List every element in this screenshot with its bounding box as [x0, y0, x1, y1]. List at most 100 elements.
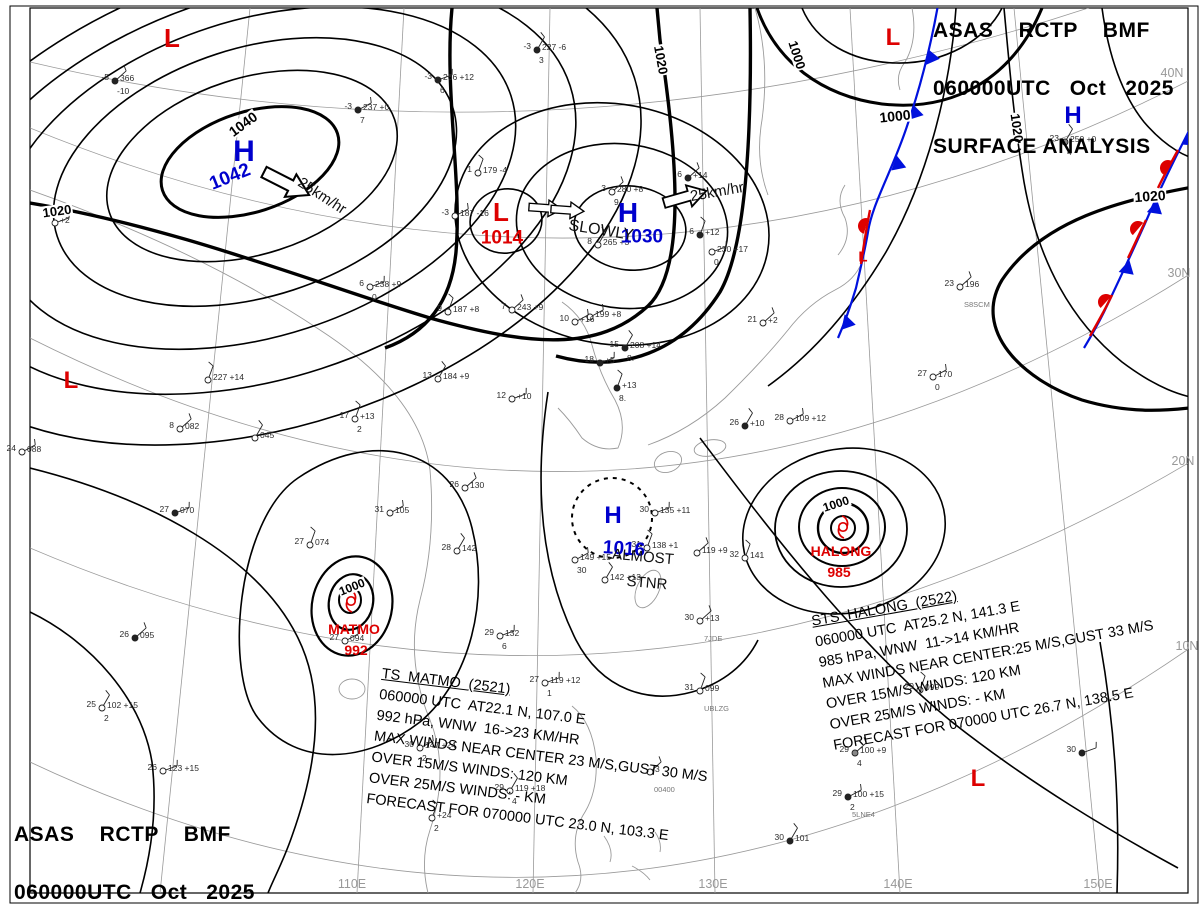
- wind-barb-tick: [601, 227, 606, 233]
- station-value-left: 29: [484, 627, 494, 637]
- station-value-right: 187 -16: [460, 208, 489, 218]
- station-value-below: 9: [614, 197, 619, 207]
- station-value-right: 082: [185, 421, 200, 431]
- station-circle: [759, 319, 767, 327]
- front-line: [836, 8, 939, 339]
- wind-barb: [24, 444, 36, 451]
- typhoon-tail: [841, 515, 849, 527]
- wind-barb-tick: [402, 499, 404, 507]
- wind-barb: [701, 610, 712, 620]
- station-circle: [1061, 138, 1069, 146]
- station-circle: [51, 219, 59, 227]
- station-value-right: 184 +9: [443, 371, 470, 381]
- isobar: [991, 186, 1188, 412]
- wind-barb: [432, 803, 438, 816]
- station-value-left: 26: [729, 417, 739, 427]
- coastlines: [30, 8, 915, 893]
- wind-barb: [547, 677, 560, 683]
- isobar: [573, 185, 687, 271]
- station-value-below: 2: [850, 802, 855, 812]
- wind-barb: [613, 181, 624, 191]
- wind-barb: [360, 102, 372, 109]
- station-value-right: +2: [60, 215, 70, 225]
- station-value-below: 0: [714, 257, 719, 267]
- station-circle: [496, 632, 504, 640]
- station-value-below: 6: [502, 641, 507, 651]
- isobar: [801, 8, 1003, 64]
- low-center-label: L: [858, 248, 868, 266]
- wind-barb-tick: [208, 361, 214, 367]
- wind-barb: [422, 740, 434, 747]
- isobar: [238, 449, 480, 756]
- isobar: [469, 188, 543, 254]
- low-center-label: L: [63, 367, 79, 394]
- isobar: [159, 105, 341, 219]
- station-value-right: 199 +8: [595, 309, 622, 319]
- station-value-right: 130: [470, 480, 485, 490]
- title-line-1: ASAS RCTP BMF: [14, 823, 231, 846]
- station-circle: [171, 509, 179, 517]
- cold-front-triangle: [1118, 260, 1134, 275]
- high-center-label: H: [617, 197, 639, 228]
- station-value-left: 27: [917, 368, 927, 378]
- station-circle: [741, 422, 749, 430]
- station-id: 00400: [654, 785, 675, 794]
- station-circle: [621, 344, 629, 352]
- wind-barb-tick: [355, 400, 361, 406]
- wind-barb-tick: [123, 65, 127, 72]
- wind-barb: [745, 543, 751, 556]
- station-value-right: 3: [655, 764, 660, 774]
- station-value-left: 6: [689, 226, 694, 236]
- movement-arrow: [661, 183, 708, 209]
- station-value-right: 265 +3: [603, 237, 630, 247]
- station-value-below: 30: [577, 565, 587, 575]
- wind-barb: [1066, 128, 1073, 140]
- station-value-left: 31: [684, 682, 694, 692]
- station-value-right: 094: [350, 633, 365, 643]
- station-value-right: 179 -4: [483, 165, 508, 175]
- title-line-3: SURFACE ANALYSIS: [933, 135, 1151, 158]
- station-value-left: 29: [494, 782, 504, 792]
- low-center-label: L: [493, 197, 509, 227]
- station-value-below: 3: [539, 55, 544, 65]
- wind-barb: [700, 220, 706, 233]
- annotation-label: 150E: [1083, 876, 1113, 891]
- wind-barb-tick: [920, 671, 926, 677]
- station-circle: [741, 554, 749, 562]
- station-circle: [708, 248, 716, 256]
- wind-barb-tick: [608, 562, 613, 568]
- station-value-left: 29: [904, 681, 914, 691]
- isobar: [1003, 8, 1188, 398]
- wind-barb-tick: [771, 307, 775, 314]
- high-center-label: H: [1064, 102, 1082, 129]
- isobar: [540, 391, 759, 697]
- wind-barb: [792, 413, 804, 420]
- wind-barb: [440, 74, 453, 80]
- wind-barb: [256, 424, 263, 436]
- station-value-right: 119 +18: [515, 783, 546, 793]
- isobar: [755, 8, 1044, 107]
- wind-barb-tick: [105, 690, 110, 696]
- wind-barb-tick: [432, 734, 434, 742]
- latitude-line: [30, 80, 1188, 239]
- station-value-left: 32: [729, 549, 739, 559]
- wind-barb: [514, 393, 527, 399]
- station-id: 7JDE: [704, 634, 723, 643]
- station-circle: [643, 544, 651, 552]
- wind-barb: [208, 365, 214, 378]
- wind-barb-tick: [473, 472, 477, 479]
- station-value-below: 2: [434, 823, 439, 833]
- station-value-below: 7: [360, 115, 365, 125]
- station-circle: [354, 106, 362, 114]
- station-value-right: 138 +1: [652, 540, 679, 550]
- wind-barb: [764, 312, 775, 322]
- station-value-left: 24: [6, 443, 16, 453]
- isobar: [1099, 641, 1119, 893]
- station-value-right: 142 +13: [610, 572, 641, 582]
- wind-barb: [458, 537, 465, 549]
- wind-barb-tick: [188, 413, 192, 420]
- station-circle: [474, 169, 482, 177]
- station-circle: [844, 793, 852, 801]
- pressure-value-label: 1030: [620, 226, 664, 248]
- isobar: [515, 142, 729, 310]
